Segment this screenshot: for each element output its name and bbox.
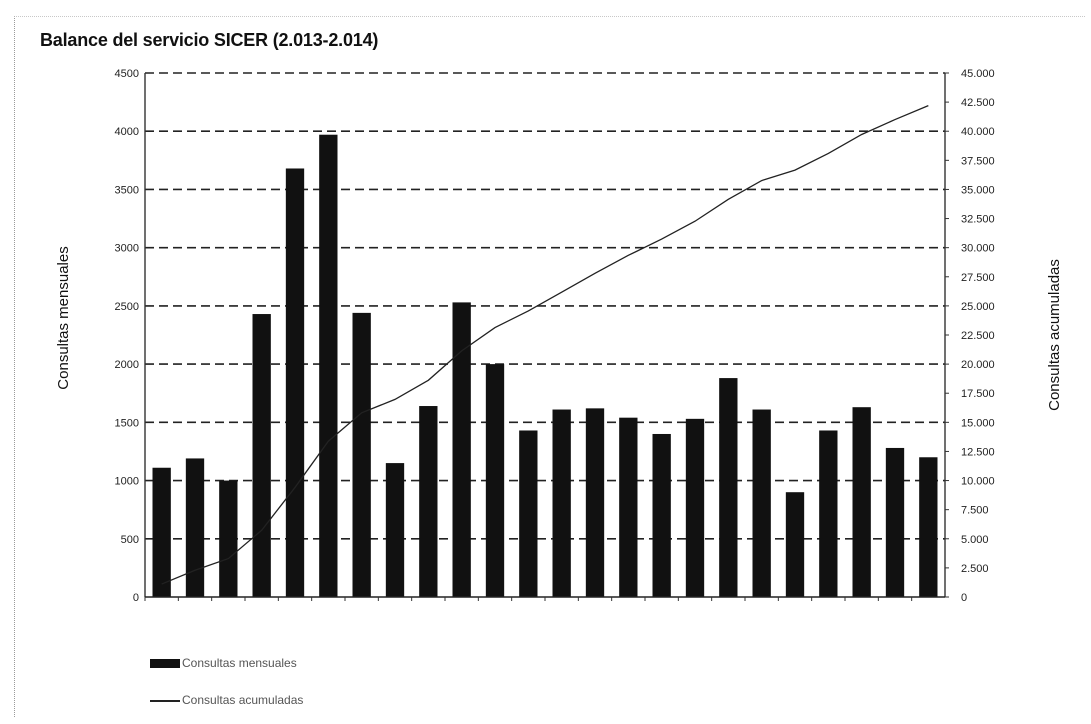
y-tick-label: 0	[133, 592, 139, 604]
legend-bar-label: Consultas mensuales	[182, 656, 297, 670]
bar	[852, 407, 871, 597]
y-tick-label: 1500	[115, 417, 139, 429]
cumulative-line	[161, 105, 929, 585]
y2-tick-label: 35.000	[961, 184, 995, 196]
bar	[585, 408, 605, 597]
legend-line-swatch	[150, 699, 180, 702]
y2-tick-label: 0	[961, 592, 967, 604]
y-tick-label: 3500	[115, 184, 139, 196]
y2-tick-label: 32.500	[961, 214, 995, 226]
bar	[219, 480, 238, 597]
chart-frame	[14, 16, 1085, 717]
line-series	[161, 105, 929, 585]
y2-tick-label: 27.500	[961, 272, 995, 284]
y-tick-label: 1000	[115, 476, 139, 488]
y-axis-left-ticks: 0 500 1000 1500 2000 2500 3000 3500 4000 4500	[115, 68, 139, 604]
legend-bar-swatch	[150, 659, 180, 669]
y-tick-label: 4000	[115, 126, 139, 138]
bar	[352, 312, 371, 597]
chart-title: Balance del servicio SICER (2.013-2.014)	[40, 30, 379, 50]
bar-series	[152, 134, 938, 598]
y2-tick-label: 2.500	[961, 563, 989, 575]
y-axis-label: Consultas mensuales	[55, 246, 72, 389]
legend-line-label: Consultas acumuladas	[182, 693, 304, 707]
y2-tick-label: 22.500	[961, 330, 995, 342]
bar	[319, 134, 338, 597]
y2-tick-label: 30.000	[961, 243, 995, 255]
bar	[519, 430, 538, 597]
bar	[919, 457, 938, 597]
y-tick-label: 2000	[115, 359, 139, 371]
y2-tick-label: 17.500	[961, 388, 995, 400]
bar	[252, 314, 271, 597]
y2-tick-label: 7.500	[961, 505, 989, 517]
bar	[619, 417, 638, 597]
y2-tick-label: 10.000	[961, 476, 995, 488]
bar	[185, 458, 205, 597]
y-tick-label: 4500	[115, 68, 139, 80]
y2-tick-label: 25.000	[961, 301, 995, 313]
bar	[685, 418, 705, 597]
bar	[385, 463, 405, 597]
y2-tick-label: 37.500	[961, 155, 995, 167]
y2-axis-label: Consultas acumuladas	[1046, 259, 1063, 411]
y-tick-label: 500	[121, 534, 139, 546]
bar	[285, 168, 305, 598]
x-axis-ticks	[144, 597, 913, 601]
bar	[419, 406, 438, 597]
y2-tick-label: 15.000	[961, 417, 995, 429]
y2-tick-label: 45.000	[961, 68, 995, 80]
bar	[719, 378, 738, 597]
y-axis-right-ticks: 0 2.500 5.000 7.500 10.000 12.500 15.000 17.500…	[961, 68, 995, 604]
legend-item-bars: Consultas mensuales	[150, 656, 297, 670]
y2-tick-label: 5.000	[961, 534, 989, 546]
bar	[152, 467, 171, 597]
y-tick-label: 3000	[115, 243, 139, 255]
bar	[552, 409, 571, 597]
y2-tick-label: 12.500	[961, 446, 995, 458]
y2-tick-label: 42.500	[961, 97, 995, 109]
y-tick-label: 2500	[115, 301, 139, 313]
gridlines	[145, 72, 945, 540]
bar	[752, 409, 771, 597]
legend-item-line: Consultas acumuladas	[150, 693, 303, 707]
y2-tick-label: 40.000	[961, 126, 995, 138]
y2-tick-label: 20.000	[961, 359, 995, 371]
bar	[819, 430, 838, 597]
bar	[452, 302, 471, 597]
bar	[652, 433, 671, 597]
bar	[485, 364, 505, 597]
bar	[885, 447, 905, 597]
bar	[785, 492, 805, 597]
